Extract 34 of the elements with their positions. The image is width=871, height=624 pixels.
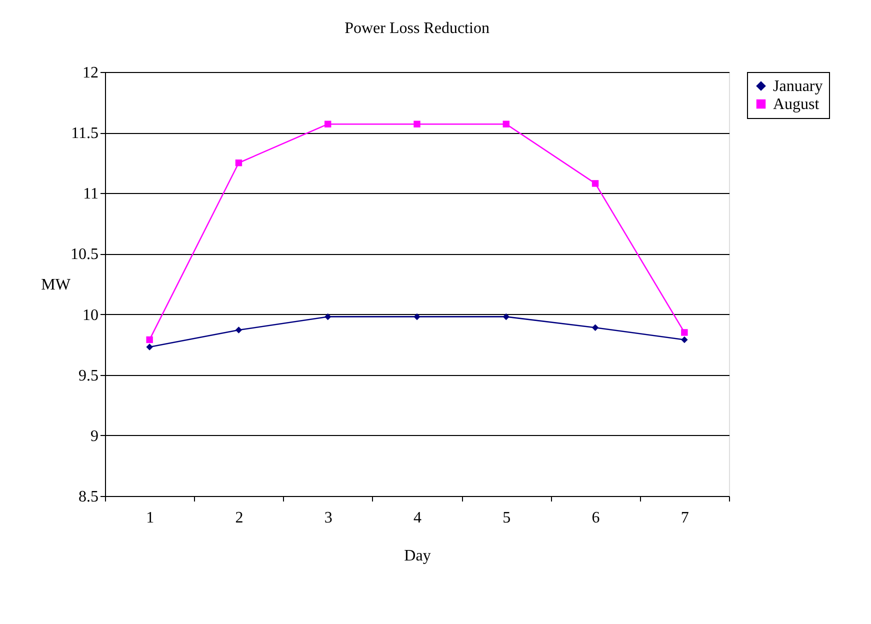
x-tick-label: 6 xyxy=(592,510,600,526)
y-tick-label: 11 xyxy=(83,186,98,203)
x-tick-label: 2 xyxy=(235,510,244,526)
y-tick-label: 8.5 xyxy=(78,488,98,506)
y-tick-label: 9 xyxy=(90,428,98,445)
point xyxy=(681,336,688,344)
x-tick-label: 4 xyxy=(414,510,422,526)
point xyxy=(235,160,242,166)
point xyxy=(235,326,242,334)
y-tick-label: 11.5 xyxy=(71,125,98,142)
legend-label: August xyxy=(773,96,820,113)
y-tick-label: 10 xyxy=(82,306,98,324)
y-tick-label: 10.5 xyxy=(70,246,98,264)
x-tick-label: 3 xyxy=(324,510,332,526)
chart-title: Power Loss Reduction xyxy=(344,20,490,37)
point xyxy=(414,120,420,128)
legend-label: January xyxy=(773,78,823,95)
x-tick-label: 5 xyxy=(502,510,511,526)
x-axis-title: Day xyxy=(404,548,431,564)
point xyxy=(324,120,332,128)
point xyxy=(592,180,599,187)
point xyxy=(681,329,688,336)
point xyxy=(146,344,153,350)
x-tick-label: 7 xyxy=(680,510,689,526)
point xyxy=(592,324,599,331)
y-tick-label: 9.5 xyxy=(78,367,98,384)
y-axis-title: MW xyxy=(41,276,72,294)
x-tick-label: 1 xyxy=(146,510,154,526)
y-tick-label: 12 xyxy=(82,64,98,82)
point xyxy=(146,336,153,344)
point xyxy=(414,313,420,320)
point xyxy=(502,120,510,128)
point xyxy=(502,313,510,320)
point xyxy=(324,313,332,320)
